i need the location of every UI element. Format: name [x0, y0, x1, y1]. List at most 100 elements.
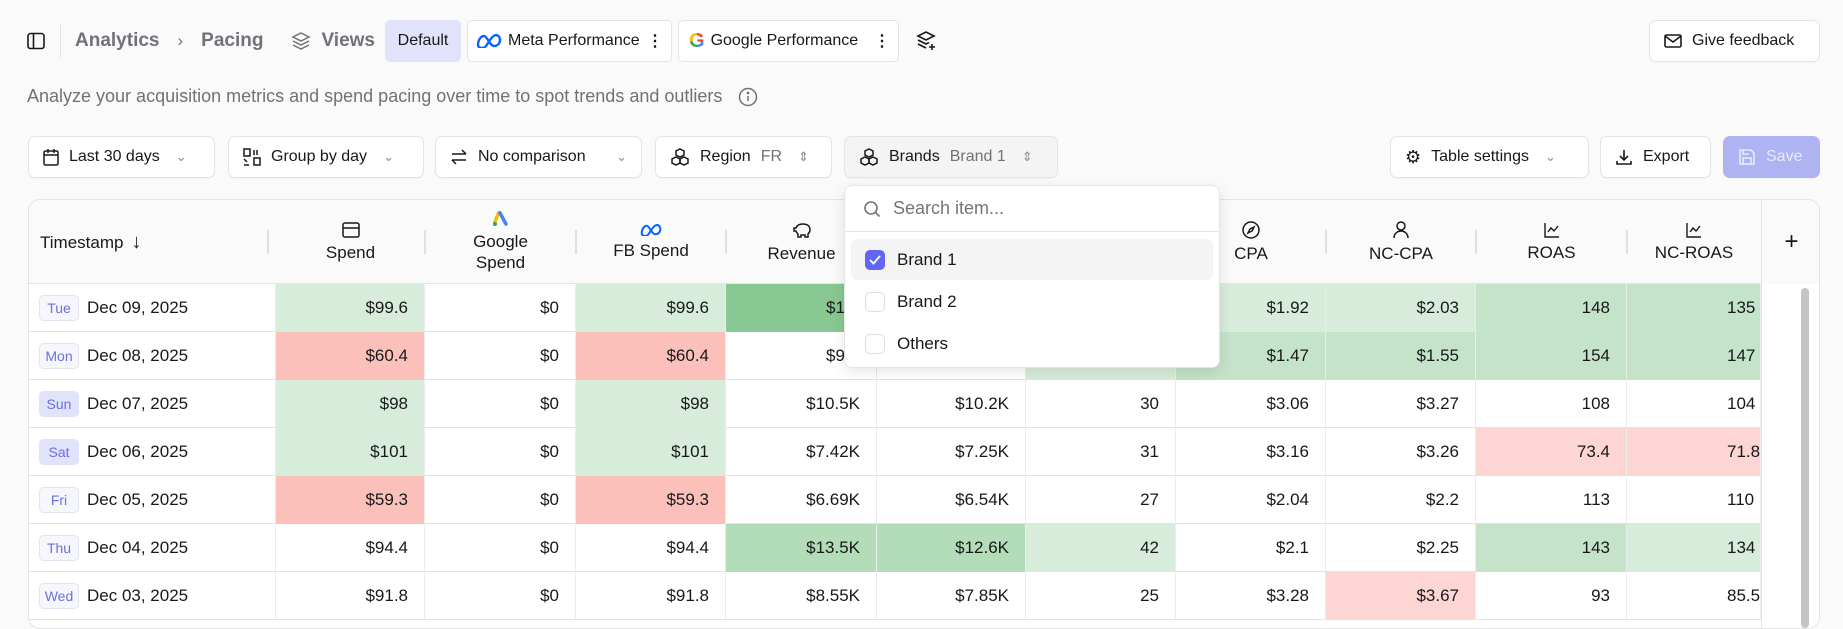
- timestamp-cell: Fri Dec 05, 2025: [29, 476, 276, 524]
- table-row[interactable]: Sun Dec 07, 2025 $98 $0 $98 $10.5K $10.2K 30 $3.…: [29, 380, 1819, 428]
- brands-select[interactable]: Brands Brand 1 ⇕: [844, 136, 1058, 178]
- cell-fb-spend: $101: [576, 428, 726, 476]
- export-button[interactable]: Export: [1600, 136, 1711, 178]
- top-nav: Analytics › Pacing Views: [26, 20, 375, 62]
- cell-nc-roas: 71.8: [1627, 428, 1761, 476]
- dropdown-item-others[interactable]: Others: [851, 323, 1213, 364]
- column-header-label: Revenue: [767, 243, 836, 263]
- column-header-timestamp[interactable]: Timestamp ↓: [29, 200, 276, 284]
- checkbox[interactable]: [865, 291, 885, 312]
- group-by-label: Group by day: [271, 148, 368, 165]
- dropdown-item-brand-2[interactable]: Brand 2: [851, 281, 1213, 322]
- column-header-nc-cpa[interactable]: NC-CPA: [1326, 200, 1476, 284]
- chevron-up-down-icon: ⇕: [1021, 149, 1033, 164]
- column-header-nc-roas[interactable]: NC-ROAS: [1627, 200, 1761, 284]
- line-chart-icon: [1543, 222, 1560, 238]
- table-row[interactable]: Sat Dec 06, 2025 $101 $0 $101 $7.42K $7.25K 31 $…: [29, 428, 1819, 476]
- cell-nc-roas: 110: [1627, 476, 1761, 524]
- column-header-label: FB Spend: [613, 240, 689, 260]
- column-resizer[interactable]: [1475, 230, 1477, 254]
- add-view-icon[interactable]: [916, 30, 938, 52]
- column-header-roas[interactable]: ROAS: [1476, 200, 1627, 284]
- column-header-cpa[interactable]: CPA: [1176, 200, 1326, 284]
- search-bar: [845, 186, 1219, 232]
- table-settings-label: Table settings: [1431, 148, 1529, 165]
- cell-hidden: 31: [1026, 428, 1176, 476]
- sidebar-toggle-icon[interactable]: [26, 24, 61, 58]
- timestamp-header-label: Timestamp: [40, 232, 124, 252]
- more-vertical-icon[interactable]: ⋮: [874, 33, 890, 50]
- day-badge: Sun: [39, 391, 79, 417]
- meta-icon: [640, 223, 662, 236]
- calendar-icon: [43, 148, 59, 166]
- column-resizer[interactable]: [424, 230, 426, 254]
- comparison-select[interactable]: No comparison ⌄: [435, 136, 642, 178]
- timestamp-cell: Sat Dec 06, 2025: [29, 428, 276, 476]
- table-row[interactable]: Wed Dec 03, 2025 $91.8 $0 $91.8 $8.55K $7.85K 2…: [29, 572, 1819, 620]
- cell-fb-spend: $98: [576, 380, 726, 428]
- cell-nc-cpa: $2.2: [1326, 476, 1476, 524]
- cell-nc-cpa: $3.27: [1326, 380, 1476, 428]
- cell-hidden: 30: [1026, 380, 1176, 428]
- search-icon: [863, 200, 881, 218]
- column-header-label: NC-ROAS: [1654, 242, 1734, 262]
- cell-fb-spend: $60.4: [576, 332, 726, 380]
- day-badge: Mon: [39, 343, 79, 369]
- cell-google-spend: $0: [425, 572, 576, 620]
- view-tab-default[interactable]: Default: [385, 20, 461, 62]
- view-tab-label: Default: [397, 32, 449, 49]
- column-resizer[interactable]: [1626, 230, 1628, 254]
- save-button[interactable]: Save: [1723, 136, 1820, 178]
- date-range-select[interactable]: Last 30 days ⌄: [28, 136, 215, 178]
- checkbox[interactable]: [865, 333, 885, 354]
- breadcrumb-analytics[interactable]: Analytics: [75, 30, 160, 51]
- cell-cpa: $3.16: [1176, 428, 1326, 476]
- view-tab-google[interactable]: G Google Performance ⋮: [678, 20, 899, 62]
- cell-revenue: $13.5K: [726, 524, 877, 572]
- group-by-select[interactable]: Group by day ⌄: [228, 136, 424, 178]
- breadcrumb-pacing[interactable]: Pacing: [201, 30, 264, 51]
- group-icon: [243, 148, 261, 166]
- user-icon: [1393, 220, 1409, 239]
- region-select[interactable]: Region FR ⇕: [655, 136, 832, 178]
- cell-nc-roas: 135: [1627, 284, 1761, 332]
- view-tab-meta[interactable]: Meta Performance ⋮: [467, 20, 672, 62]
- arrow-down-icon[interactable]: ↓: [131, 230, 142, 253]
- column-header-fb-spend[interactable]: FB Spend: [576, 200, 726, 284]
- column-resizer[interactable]: [1325, 230, 1327, 254]
- dropdown-item-label: Brand 1: [897, 249, 957, 269]
- add-column-button[interactable]: +: [1761, 200, 1819, 284]
- give-feedback-button[interactable]: Give feedback: [1649, 20, 1820, 62]
- table-row[interactable]: Thu Dec 04, 2025 $94.4 $0 $94.4 $13.5K $12.6K 4…: [29, 524, 1819, 572]
- piggy-bank-icon: [792, 221, 812, 239]
- download-icon: [1615, 148, 1633, 166]
- checkbox-checked[interactable]: [865, 249, 885, 270]
- column-header-spend[interactable]: Spend: [276, 200, 425, 284]
- search-input[interactable]: [893, 198, 1193, 219]
- cell-google-spend: $0: [425, 476, 576, 524]
- date-text: Dec 09, 2025: [87, 298, 189, 317]
- export-label: Export: [1643, 148, 1690, 165]
- column-resizer[interactable]: [575, 230, 577, 254]
- cell-spend: $91.8: [276, 572, 425, 620]
- column-header-revenue[interactable]: Revenue: [726, 200, 877, 284]
- table-row[interactable]: Fri Dec 05, 2025 $59.3 $0 $59.3 $6.69K $6.54K 2…: [29, 476, 1819, 524]
- google-logo-icon: G: [689, 29, 705, 52]
- column-header-google-spend[interactable]: Google Spend: [425, 200, 576, 284]
- more-vertical-icon[interactable]: ⋮: [647, 33, 663, 50]
- dropdown-item-brand-1[interactable]: Brand 1: [851, 239, 1213, 280]
- chevron-down-icon: ⌄: [175, 149, 187, 164]
- page-subtitle: Analyze your acquisition metrics and spe…: [27, 86, 758, 107]
- boxes-icon: [670, 148, 690, 166]
- cell-fb-spend: $59.3: [576, 476, 726, 524]
- info-icon[interactable]: [738, 87, 758, 107]
- google-ads-icon: [492, 211, 509, 227]
- table-settings-button[interactable]: ⚙ Table settings ⌄: [1390, 136, 1589, 178]
- column-header-label: Spend: [325, 242, 376, 262]
- column-resizer[interactable]: [725, 230, 727, 254]
- cell-nc-cpa: $2.03: [1326, 284, 1476, 332]
- extra-column-area: [1761, 284, 1819, 628]
- column-resizer[interactable]: [267, 230, 269, 254]
- vertical-scrollbar[interactable]: [1801, 288, 1809, 628]
- cell-google-spend: $0: [425, 284, 576, 332]
